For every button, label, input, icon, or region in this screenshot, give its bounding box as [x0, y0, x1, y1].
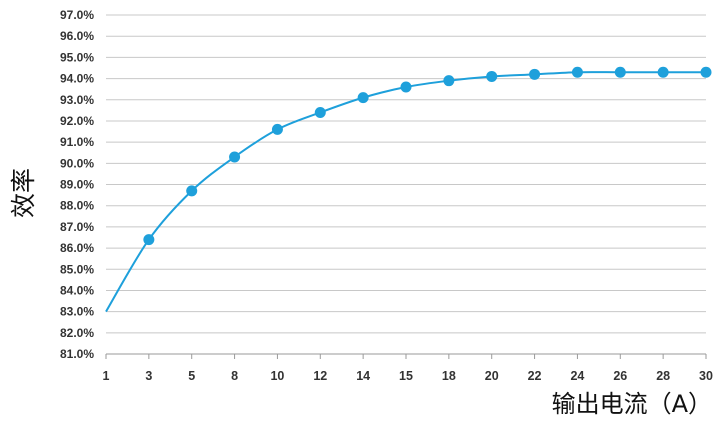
data-point [314, 106, 326, 118]
y-tick-label: 83.0% [60, 305, 94, 319]
data-point [271, 123, 283, 135]
x-tick-label: 28 [656, 369, 670, 383]
x-tick-label: 15 [399, 369, 413, 383]
y-tick-label: 91.0% [60, 135, 94, 149]
y-tick-label: 93.0% [60, 93, 94, 107]
x-tick-labels: 1 3 5 8 10 12 14 15 18 20 22 24 26 28 30 [103, 369, 713, 383]
y-tick-label: 86.0% [60, 241, 94, 255]
data-point [657, 66, 669, 78]
x-tick-label: 10 [270, 369, 284, 383]
data-point [229, 151, 241, 163]
data-point [400, 81, 412, 93]
axes [105, 353, 707, 359]
data-point [486, 70, 498, 82]
y-tick-label: 92.0% [60, 114, 94, 128]
data-point [529, 68, 541, 80]
grid-lines [106, 14, 706, 355]
y-tick-label: 87.0% [60, 220, 94, 234]
y-tick-label: 82.0% [60, 326, 94, 340]
data-point [571, 66, 583, 78]
x-tick-label: 1 [103, 369, 110, 383]
x-tick-label: 18 [442, 369, 456, 383]
data-point [443, 75, 455, 87]
x-tick-label: 22 [528, 369, 542, 383]
y-tick-labels: 81.0% 82.0% 83.0% 84.0% 85.0% 86.0% 87.0% 88.0%… [60, 8, 94, 361]
x-tick-label: 3 [145, 369, 152, 383]
y-tick-label: 95.0% [60, 50, 94, 64]
data-point [186, 185, 198, 197]
x-tick-label: 20 [485, 369, 499, 383]
y-tick-label: 89.0% [60, 178, 94, 192]
y-tick-label: 97.0% [60, 8, 94, 22]
x-axis-title: 输出电流（A） [552, 390, 712, 418]
data-point [357, 92, 369, 104]
x-tick-label: 24 [570, 369, 584, 383]
series-layer [105, 66, 712, 313]
y-tick-label: 96.0% [60, 29, 94, 43]
x-tick-label: 26 [613, 369, 627, 383]
y-tick-label: 84.0% [60, 283, 94, 297]
data-point [143, 234, 155, 246]
x-tick-label: 12 [313, 369, 327, 383]
y-tick-label: 81.0% [60, 347, 94, 361]
y-axis-title: 效率 [9, 168, 38, 218]
x-tick-label: 30 [699, 369, 713, 383]
x-tick-label: 5 [188, 369, 195, 383]
data-point [700, 66, 712, 78]
y-tick-label: 90.0% [60, 156, 94, 170]
data-point [614, 66, 626, 78]
y-tick-label: 94.0% [60, 72, 94, 86]
y-tick-label: 88.0% [60, 199, 94, 213]
x-tick-label: 8 [231, 369, 238, 383]
x-tick-label: 14 [356, 369, 370, 383]
y-tick-label: 85.0% [60, 262, 94, 276]
